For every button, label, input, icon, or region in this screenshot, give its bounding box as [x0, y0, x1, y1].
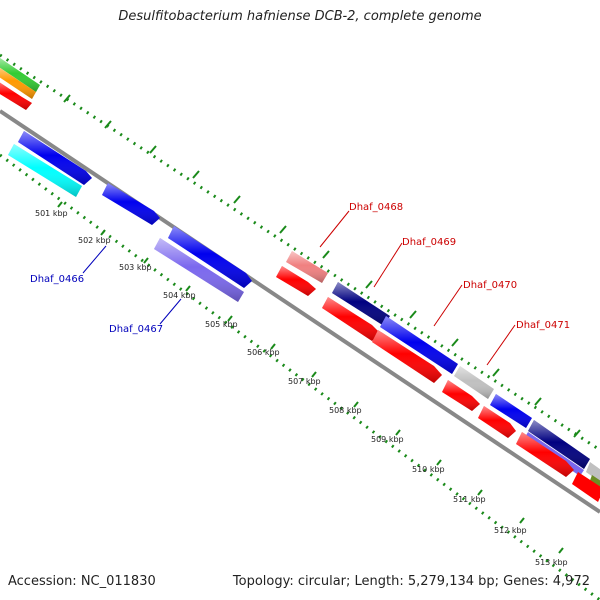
tick-label: 502 kbp [78, 236, 111, 245]
tick-label: 510 kbp [412, 465, 445, 474]
feature-orange-outer [0, 68, 36, 99]
gene-label-dhaf-0470: Dhaf_0470 [463, 280, 517, 291]
tick-label: 506 kbp [247, 348, 280, 357]
gene-labels: Dhaf_0466 Dhaf_0467 Dhaf_0468 Dhaf_0469 … [30, 202, 570, 335]
feature-gray-dhaf-0471 [454, 366, 494, 399]
tick-label: 501 kbp [35, 209, 68, 218]
feature-gray-edge [586, 462, 600, 482]
gene-label-dhaf-0469: Dhaf_0469 [402, 237, 456, 248]
feature-green-outer [0, 58, 40, 92]
outer-dotted-ring [0, 53, 600, 452]
feature-blue-dhaf-0466 [102, 183, 160, 225]
feature-navy-right [528, 420, 590, 469]
feature-navy-dhaf-0469 [332, 282, 390, 326]
outer-ring-ticks [63, 94, 581, 438]
tick-label: 509 kbp [371, 435, 404, 444]
tick-label: 503 kbp [119, 263, 152, 272]
accession-label: Accession: NC_011830 [8, 574, 156, 589]
genome-summary: Topology: circular; Length: 5,279,134 bp… [232, 574, 590, 589]
gene-leader-lines [82, 210, 516, 366]
map-title: Desulfitobacterium hafniense DCB-2, comp… [118, 9, 482, 24]
tick-label: 512 kbp [494, 526, 527, 535]
feature-red-outer [0, 82, 32, 110]
feature-red-inner-4 [442, 380, 480, 411]
genome-backbone-outer [0, 103, 600, 500]
gene-label-dhaf-0468: Dhaf_0468 [349, 202, 403, 213]
gene-label-dhaf-0466: Dhaf_0466 [30, 274, 84, 285]
feature-red-inner-5 [478, 406, 516, 438]
tick-label: 511 kbp [453, 495, 486, 504]
feature-blue-right [490, 394, 532, 428]
feature-blue-dhaf-0467 [168, 226, 252, 288]
genome-backbone [0, 109, 600, 514]
gene-label-dhaf-0471: Dhaf_0471 [516, 320, 570, 331]
feature-red-inner-6 [516, 432, 574, 477]
feature-blue-dhaf-0464 [18, 131, 92, 185]
inner-ring-ticks [57, 201, 564, 554]
tick-label: 513 kbp [535, 558, 568, 567]
tick-label: 507 kbp [288, 377, 321, 386]
feature-cyan [8, 144, 82, 197]
feature-red-inner-1 [276, 266, 316, 296]
feature-pink-dhaf-0468 [286, 251, 328, 283]
feature-red-inner-3 [372, 330, 442, 383]
feature-red-inner-2 [322, 297, 380, 341]
feature-red-inner-7 [572, 472, 600, 502]
tick-label: 505 kbp [205, 320, 238, 329]
gene-label-dhaf-0467: Dhaf_0467 [109, 324, 163, 335]
tick-label: 504 kbp [163, 291, 196, 300]
tick-label: 508 kbp [329, 406, 362, 415]
tick-labels: 501 kbp 502 kbp 503 kbp 504 kbp 505 kbp … [35, 209, 568, 567]
feature-blue-dhaf-0470 [380, 316, 458, 374]
feature-slate-blue [154, 238, 244, 302]
